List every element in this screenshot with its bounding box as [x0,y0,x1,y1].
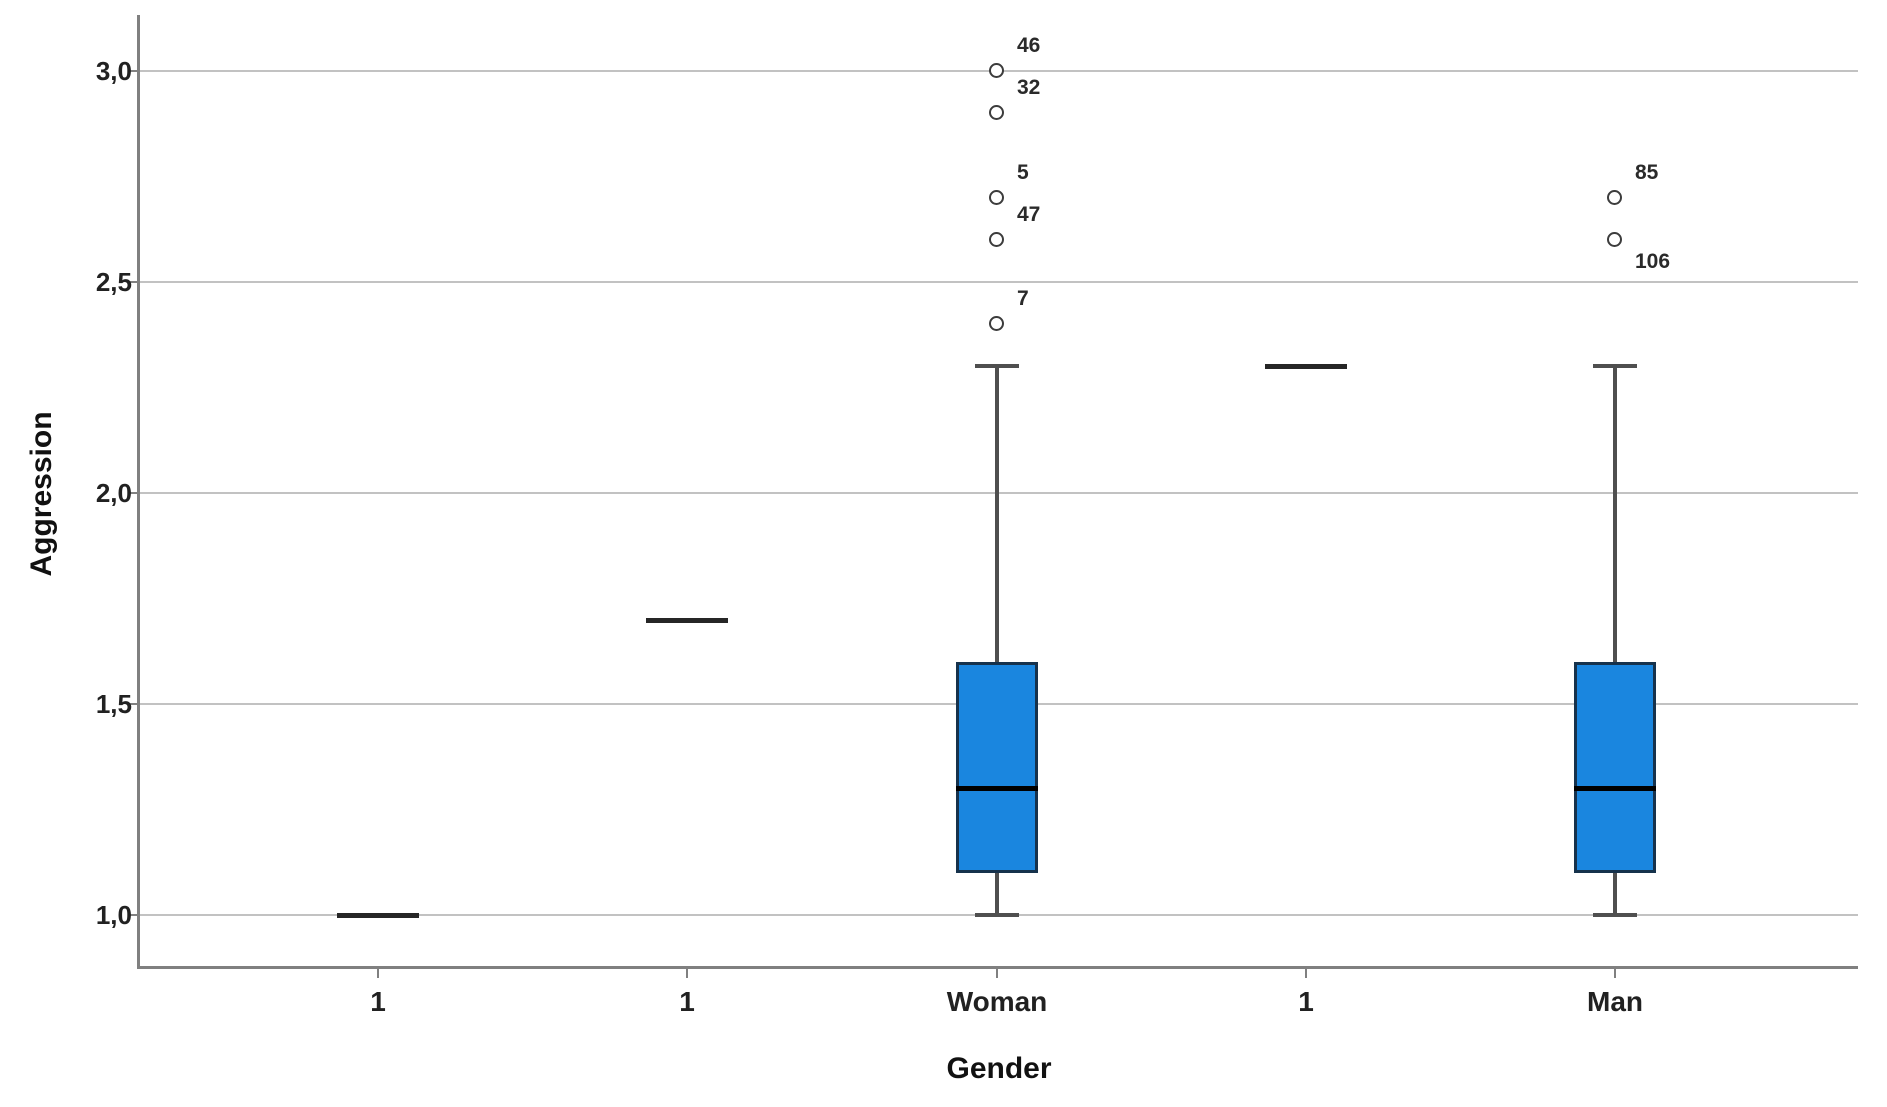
gridline [140,492,1858,494]
median-line [956,786,1038,791]
y-tick-mark [129,914,140,916]
outlier-case-label: 46 [1017,34,1041,57]
degenerate-median-line [337,913,419,918]
y-tick-label: 1,5 [95,689,132,719]
outlier-case-label: 5 [1017,161,1029,184]
outlier-circle [1607,190,1622,205]
upper-whisker [995,366,999,662]
outlier-circle [989,232,1004,247]
degenerate-median-line [1265,364,1347,369]
iqr-box [956,662,1038,873]
lower-whisker-cap [975,913,1019,917]
outlier-circle [989,190,1004,205]
outlier-circle [989,316,1004,331]
outlier-case-label: 47 [1017,203,1041,226]
y-tick-mark [129,703,140,705]
x-tick-mark [996,969,998,978]
outlier-case-label: 106 [1635,250,1671,273]
y-axis-line [137,15,140,968]
median-line [1574,786,1656,791]
lower-whisker [995,873,999,915]
upper-whisker-cap [1593,364,1637,368]
y-tick-label: 2,5 [95,267,132,297]
y-tick-label: 2,0 [95,478,132,508]
y-tick-mark [129,281,140,283]
outlier-circle [989,105,1004,120]
lower-whisker [1613,873,1617,915]
x-tick-mark [377,969,379,978]
x-tick-mark [1305,969,1307,978]
x-tick-label: 1 [679,986,695,1017]
x-tick-label: Woman [946,986,1048,1017]
x-tick-label: 1 [370,986,386,1017]
x-axis-title: Gender [946,1052,1052,1085]
y-tick-label: 3,0 [95,56,132,86]
outlier-case-label: 85 [1635,161,1659,184]
outlier-case-label: 7 [1017,287,1029,310]
x-tick-label: 1 [1298,986,1314,1017]
x-tick-mark [1614,969,1616,978]
iqr-box [1574,662,1656,873]
x-axis-line [137,966,1858,969]
upper-whisker-cap [975,364,1019,368]
y-tick-mark [129,492,140,494]
outlier-circle [1607,232,1622,247]
outlier-case-label: 32 [1017,76,1041,99]
x-tick-mark [686,969,688,978]
y-tick-label: 1,0 [95,900,132,930]
degenerate-median-line [646,618,728,623]
lower-whisker-cap [1593,913,1637,917]
upper-whisker [1613,366,1617,662]
outlier-circle [989,63,1004,78]
x-tick-label: Man [1587,986,1643,1017]
gridline [140,281,1858,283]
y-tick-mark [129,70,140,72]
